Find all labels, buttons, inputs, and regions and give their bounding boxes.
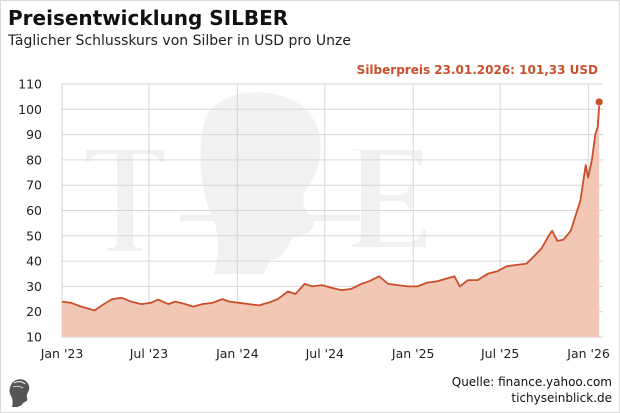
source-text: Quelle: finance.yahoo.com (451, 375, 612, 389)
x-axis: Jan '23 Jul '23 Jan '24 Jul '24 Jan '25 Jul '… (40, 346, 610, 361)
price-line (61, 105, 601, 312)
y-tick-label: 80 (26, 152, 42, 167)
x-tick-label: Jan '25 (391, 346, 435, 361)
price-annotation: Silberpreis 23.01.2026: 101,33 USD (356, 63, 598, 77)
y-tick-label: 50 (26, 228, 42, 243)
source-block: Quelle: finance.yahoo.com tichyseinblick… (452, 374, 612, 406)
chart-title: Preisentwicklung SILBER (8, 6, 289, 30)
y-tick-label: 60 (26, 203, 42, 218)
x-tick-label: Jan '26 (566, 346, 610, 361)
price-area (62, 105, 600, 338)
x-tick-label: Jan '23 (40, 346, 84, 361)
chart-subtitle: Täglicher Schlusskurs von Silber in USD … (8, 33, 351, 49)
x-tick-label: Jan '24 (215, 346, 259, 361)
y-axis: 10 20 30 40 50 60 70 80 90 100 110 (18, 77, 42, 345)
y-tick-label: 70 (26, 178, 42, 193)
tichys-einblick-logo (9, 379, 30, 407)
site-text: tichyseinblick.de (511, 391, 612, 405)
y-tick-label: 110 (18, 77, 42, 92)
x-tick-label: Jul '25 (480, 346, 519, 361)
y-tick-label: 10 (26, 330, 42, 345)
last-price-point (595, 98, 603, 106)
y-tick-label: 40 (26, 254, 42, 269)
y-tick-label: 90 (26, 127, 42, 142)
y-tick-label: 20 (26, 304, 42, 319)
x-tick-label: Jul '24 (305, 346, 344, 361)
x-tick-label: Jul '23 (129, 346, 168, 361)
watermark-logo (86, 92, 426, 274)
y-tick-label: 30 (26, 279, 42, 294)
y-tick-label: 100 (18, 102, 42, 117)
